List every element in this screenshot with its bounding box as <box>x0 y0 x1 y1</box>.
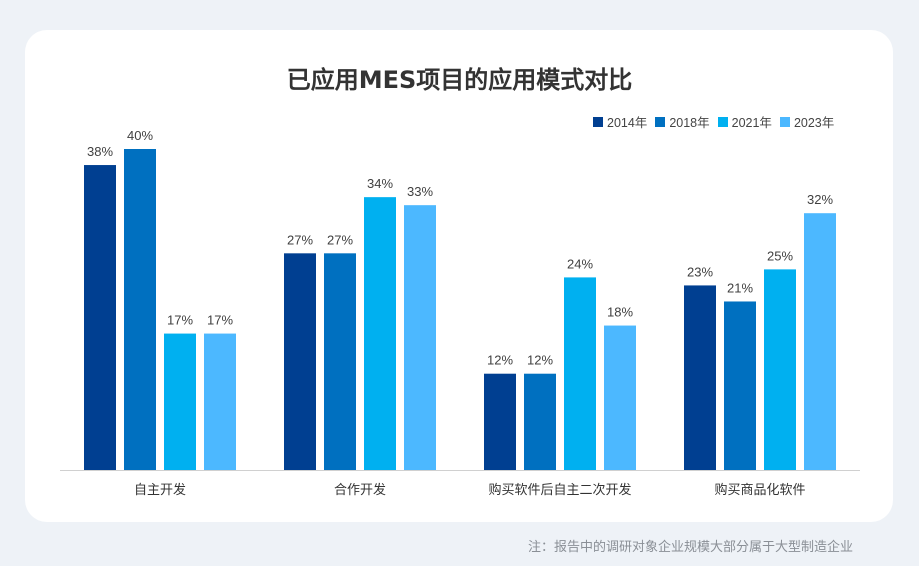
bar <box>524 373 556 470</box>
data-label: 21% <box>727 280 753 295</box>
category-label: 购买商品化软件 <box>714 482 805 498</box>
data-label: 24% <box>567 256 593 271</box>
bar <box>124 149 156 470</box>
data-label: 27% <box>287 232 313 247</box>
data-label: 40% <box>127 128 153 143</box>
bar <box>484 373 516 470</box>
bar <box>164 333 196 470</box>
bar <box>764 269 796 470</box>
legend-swatch <box>717 116 728 127</box>
data-label: 12% <box>527 353 553 368</box>
data-label: 38% <box>87 144 113 159</box>
category-label: 自主开发 <box>134 482 186 498</box>
data-label: 17% <box>207 313 233 328</box>
bar <box>364 197 396 470</box>
category-label: 购买软件后自主二次开发 <box>488 482 631 498</box>
data-label: 18% <box>607 305 633 320</box>
bar <box>324 253 356 470</box>
footnote: 注：报告中的调研对象企业规模大部分属于大型制造企业 <box>527 540 853 555</box>
legend-item: 2021年 <box>717 112 772 131</box>
legend-swatch <box>779 116 790 127</box>
bar <box>284 253 316 470</box>
bar <box>604 325 636 470</box>
bar <box>564 277 596 470</box>
bar <box>204 333 236 470</box>
legend-item: 2014年 <box>593 112 647 131</box>
data-label: 27% <box>327 232 353 247</box>
data-label: 34% <box>367 176 393 191</box>
bar <box>684 285 716 470</box>
legend-item: 2018年 <box>655 112 710 131</box>
data-label: 23% <box>687 264 713 279</box>
category-label: 合作开发 <box>334 482 386 498</box>
legend-swatch <box>593 116 603 127</box>
data-label: 25% <box>767 248 793 263</box>
bar <box>404 205 436 471</box>
chart-title: 已应用MES项目的应用模式对比 <box>286 66 633 94</box>
data-label: 12% <box>487 353 513 368</box>
legend-swatch <box>655 116 666 127</box>
legend-item: 2023年 <box>779 112 835 131</box>
legend-label: 2018年 <box>669 116 710 130</box>
legend-label: 2021年 <box>731 116 772 130</box>
data-label: 17% <box>167 313 193 328</box>
bar <box>84 165 116 471</box>
legend: 2014年 2018年 2021年 2023年 <box>593 112 834 131</box>
bar <box>804 213 836 470</box>
legend-label: 2023年 <box>793 116 835 130</box>
data-label: 33% <box>407 184 433 199</box>
legend-label: 2014年 <box>607 116 648 130</box>
data-label: 32% <box>807 192 833 207</box>
bar <box>724 301 756 470</box>
